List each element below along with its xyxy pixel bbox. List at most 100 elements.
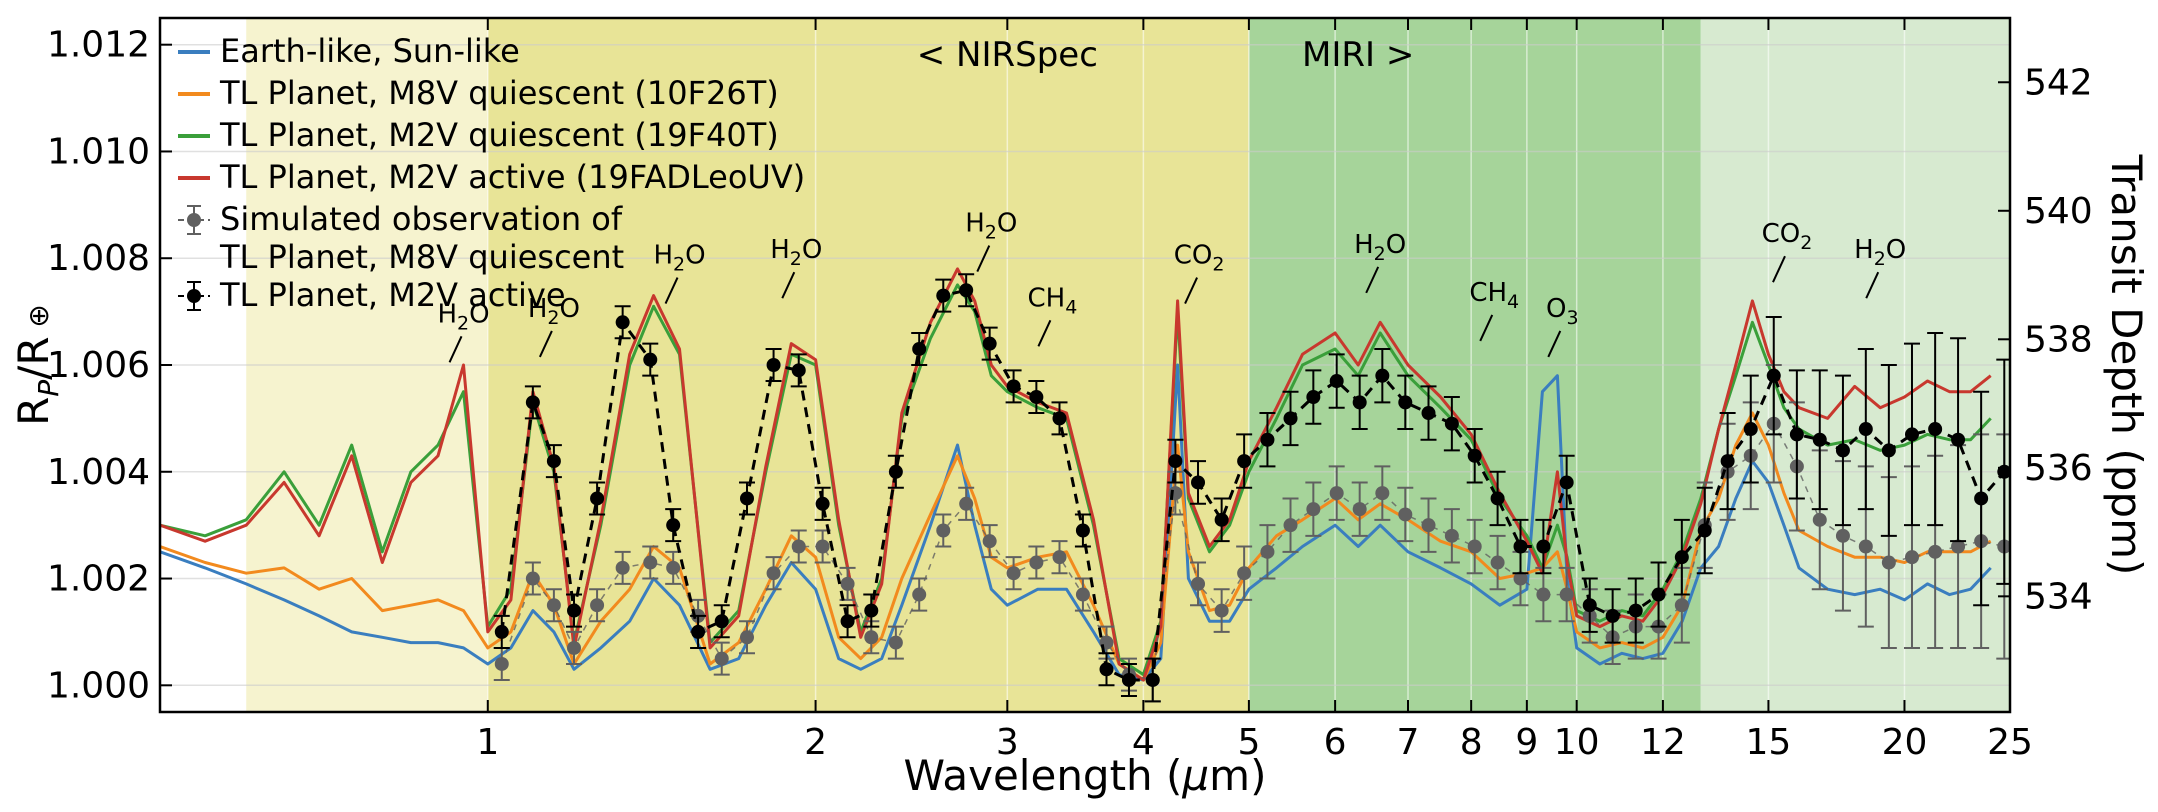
annotation-pointer-2 <box>664 277 679 304</box>
obs-point-0-31 <box>1237 566 1252 581</box>
obs-point-1-5 <box>615 315 630 330</box>
obs-point-1-54 <box>1766 368 1781 383</box>
y2-tick-label-4: 542 <box>2024 62 2093 103</box>
obs-point-0-43 <box>1513 571 1528 586</box>
legend-obs-label-1-0: TL Planet, M2V active <box>219 276 566 314</box>
obs-point-1-12 <box>791 363 806 378</box>
obs-point-0-1 <box>525 571 540 586</box>
obs-point-0-13 <box>815 539 830 554</box>
obs-point-1-49 <box>1651 587 1666 602</box>
x-tick-label-4: 5 <box>1237 722 1260 763</box>
legend-label-3: TL Planet, M2V active (19FADLeoUV) <box>219 158 805 196</box>
obs-point-1-25 <box>1099 662 1114 677</box>
obs-point-0-29 <box>1191 576 1206 591</box>
obs-point-0-50 <box>1674 598 1689 613</box>
obs-point-0-11 <box>766 566 781 581</box>
obs-point-0-60 <box>1904 550 1919 565</box>
obs-point-0-58 <box>1858 539 1873 554</box>
obs-point-1-57 <box>1835 443 1850 458</box>
obs-point-0-39 <box>1421 518 1436 533</box>
y-tick-label-5: 1.010 <box>47 131 150 172</box>
obs-point-0-41 <box>1467 539 1482 554</box>
obs-point-1-56 <box>1812 432 1827 447</box>
obs-point-0-0 <box>494 656 509 671</box>
obs-point-1-52 <box>1720 454 1735 469</box>
annotation-pointer-9 <box>1547 330 1562 358</box>
x-tick-label-11: 15 <box>1746 722 1792 763</box>
legend: Earth-like, Sun-like TL Planet, M8V quies… <box>178 32 805 314</box>
x-tick-label-10: 12 <box>1640 722 1686 763</box>
axes: 1 2 3 4 5 6 7 8 9 10 12 15 20 251.0001.0021.0041.0061… <box>9 16 2151 800</box>
region-label-0: < NIRSpec <box>917 35 1098 75</box>
obs-point-1-45 <box>1559 475 1574 490</box>
annotation-pointer-10 <box>1772 255 1786 283</box>
region-label-1: MIRI > <box>1302 35 1414 75</box>
y2-tick-label-0: 534 <box>2024 576 2093 617</box>
x-tick-label-8: 9 <box>1515 722 1538 763</box>
obs-point-1-53 <box>1743 422 1758 437</box>
obs-point-0-36 <box>1352 502 1367 517</box>
obs-point-1-55 <box>1789 427 1804 442</box>
x-tick-label-13: 25 <box>1987 722 2033 763</box>
obs-point-1-48 <box>1628 603 1643 618</box>
obs-point-0-20 <box>982 534 997 549</box>
obs-point-0-21 <box>1006 566 1021 581</box>
annotation-0: H2O <box>437 299 489 334</box>
obs-point-1-36 <box>1352 395 1367 410</box>
obs-point-1-35 <box>1329 374 1344 389</box>
molecule-annotations: < NIRSpec MIRI > H2O H2O H2O H2O H2O CH4 CO2 H2O C… <box>437 35 1906 363</box>
annotation-11: H2O <box>1854 235 1906 270</box>
y2-tick-label-3: 540 <box>2024 191 2093 232</box>
x-tick-label-5: 6 <box>1324 722 1347 763</box>
legend-label-0: Earth-like, Sun-like <box>220 32 520 70</box>
obs-point-1-0 <box>494 624 509 639</box>
annotation-4: H2O <box>965 209 1017 244</box>
obs-point-1-59 <box>1881 443 1896 458</box>
obs-point-1-10 <box>739 491 754 506</box>
obs-point-0-22 <box>1029 555 1044 570</box>
obs-point-0-19 <box>959 496 974 511</box>
annotation-1: H2O <box>528 294 580 329</box>
x-tick-label-7: 8 <box>1460 722 1483 763</box>
obs-point-0-14 <box>840 576 855 591</box>
obs-point-0-18 <box>936 523 951 538</box>
obs-point-0-61 <box>1928 544 1943 559</box>
obs-point-0-3 <box>567 640 582 655</box>
obs-point-1-9 <box>714 614 729 629</box>
legend-label-2: TL Planet, M2V quiescent (19F40T) <box>219 116 779 154</box>
obs-point-1-30 <box>1214 512 1229 527</box>
obs-point-1-6 <box>643 352 658 367</box>
annotation-10: CO2 <box>1762 219 1813 254</box>
y-axis-title: RP/R ⊕ <box>9 304 65 426</box>
annotation-pointer-7 <box>1365 266 1380 294</box>
obs-point-0-38 <box>1398 507 1413 522</box>
annotation-pointer-1 <box>538 330 553 358</box>
obs-point-1-32 <box>1260 432 1275 447</box>
legend-label-1: TL Planet, M8V quiescent (10F26T) <box>219 74 779 112</box>
annotation-8: CH4 <box>1469 278 1519 313</box>
x-tick-label-0: 1 <box>476 722 499 763</box>
obs-point-1-50 <box>1674 550 1689 565</box>
obs-point-0-23 <box>1052 550 1067 565</box>
annotation-pointer-5 <box>1037 319 1052 347</box>
obs-point-0-2 <box>546 598 561 613</box>
annotation-5: CH4 <box>1027 283 1077 318</box>
obs-point-0-45 <box>1559 587 1574 602</box>
obs-point-1-18 <box>936 288 951 303</box>
obs-point-1-4 <box>590 491 605 506</box>
obs-point-1-61 <box>1928 422 1943 437</box>
obs-point-1-41 <box>1467 448 1482 463</box>
x-tick-label-6: 7 <box>1397 722 1420 763</box>
obs-point-1-43 <box>1513 539 1528 554</box>
obs-point-0-6 <box>643 555 658 570</box>
obs-point-0-42 <box>1490 555 1505 570</box>
obs-point-0-7 <box>666 560 681 575</box>
x-tick-label-9: 10 <box>1554 722 1600 763</box>
annotation-7: H2O <box>1354 230 1406 265</box>
obs-point-0-40 <box>1444 528 1459 543</box>
obs-point-1-17 <box>912 341 927 356</box>
obs-point-0-35 <box>1329 486 1344 501</box>
y-tick-label-2: 1.004 <box>47 452 150 493</box>
obs-point-0-56 <box>1812 512 1827 527</box>
obs-point-1-40 <box>1444 416 1459 431</box>
